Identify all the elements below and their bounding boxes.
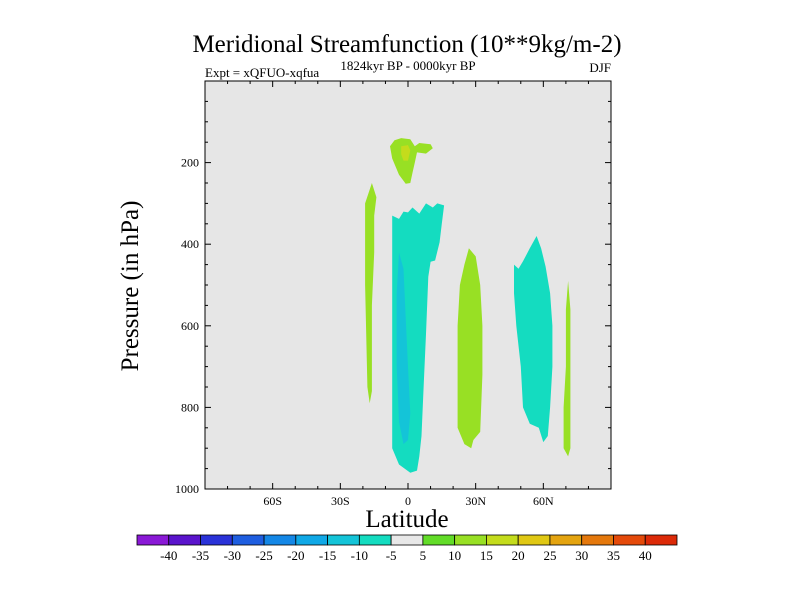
axis-ticks: 200 400 600 800 1000 60S 30S 0 30N 60N [175,81,611,508]
x-tick-label: 0 [405,494,411,508]
colorbar-label: -5 [386,548,397,563]
colorbar-label: -40 [160,548,177,563]
contour-region-nh-highlat-positive [563,280,571,457]
center-subtitle: 1824kyr BP - 0000kyr BP [340,58,475,73]
colorbar-label: -35 [192,548,209,563]
colorbar-label: 25 [543,548,556,563]
contour-region-main-negative-core [396,252,411,445]
y-tick-label: 800 [181,400,199,414]
colorbar-label: 30 [575,548,588,563]
colorbar-label: -30 [224,548,241,563]
x-tick-label: 60N [533,494,554,508]
y-tick-label: 400 [181,237,199,251]
colorbar-label: -25 [255,548,272,563]
y-tick-label: 200 [181,156,199,170]
colorbar-box [549,534,583,546]
contour-region-upper-positive-cell [390,138,433,184]
colorbar-box [644,534,678,546]
colorbar-box [200,534,233,546]
colorbar-box [613,534,646,546]
chart-title: Meridional Streamfunction (10**9kg/m-2) [192,31,621,58]
colorbar-label: 5 [420,548,427,563]
left-subtitle: Expt = xQFUO-xqfua [205,65,319,80]
y-tick-label: 600 [181,319,199,333]
contour-region-nh-subtropical-positive [457,248,483,449]
colorbar-box [263,534,297,546]
colorbar-label: -10 [351,548,368,563]
colorbar-box [390,534,424,546]
colorbar-box [327,534,360,546]
colorbar: -40 -35 -30 -25 -20 -15 -10 -5 5 10 15 20 25 30 35 40 [136,534,678,563]
colorbar-box [422,534,456,546]
y-axis-label: Pressure (in hPa) [117,201,144,372]
colorbar-box [231,534,265,546]
y-tick-label: 1000 [175,482,199,496]
right-subtitle: DJF [589,60,611,75]
colorbar-label: 15 [480,548,493,563]
contour-region-upper-positive-core [401,145,411,161]
contour-region-nh-midlat-negative [514,236,553,443]
colorbar-box [168,534,201,546]
plot-area: 200 400 600 800 1000 60S 30S 0 30N 60N [175,80,612,508]
colorbar-label: 40 [639,548,652,563]
colorbar-label: -20 [287,548,304,563]
colorbar-box [517,534,551,546]
colorbar-label: 35 [607,548,620,563]
contour-region-sh-midlat-positive [365,183,377,404]
colorbar-box [358,534,392,546]
x-tick-label: 60S [263,494,282,508]
colorbar-label: 20 [512,548,525,563]
colorbar-label: 10 [448,548,461,563]
colorbar-box [295,534,328,546]
contour-regions [365,138,571,473]
x-tick-label: 30N [465,494,486,508]
colorbar-box [581,534,614,546]
colorbar-box [486,534,519,546]
x-tick-label: 30S [331,494,350,508]
x-axis-label: Latitude [365,506,448,533]
colorbar-label: -15 [319,548,336,563]
colorbar-box [136,534,170,546]
colorbar-box [454,534,487,546]
